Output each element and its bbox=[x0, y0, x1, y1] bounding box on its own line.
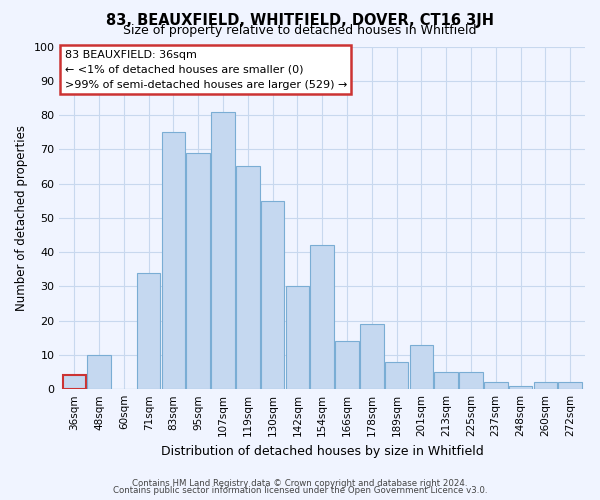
Bar bbox=[62, 376, 86, 389]
Bar bbox=[310, 246, 334, 389]
Bar bbox=[286, 286, 309, 389]
Bar bbox=[385, 362, 409, 389]
Bar bbox=[533, 382, 557, 389]
Text: Contains public sector information licensed under the Open Government Licence v3: Contains public sector information licen… bbox=[113, 486, 487, 495]
Bar bbox=[459, 372, 483, 389]
Bar bbox=[559, 382, 582, 389]
Text: 83, BEAUXFIELD, WHITFIELD, DOVER, CT16 3JH: 83, BEAUXFIELD, WHITFIELD, DOVER, CT16 3… bbox=[106, 12, 494, 28]
Bar bbox=[484, 382, 508, 389]
Bar bbox=[360, 324, 383, 389]
Bar bbox=[434, 372, 458, 389]
Bar bbox=[88, 355, 111, 389]
Y-axis label: Number of detached properties: Number of detached properties bbox=[15, 125, 28, 311]
Bar bbox=[509, 386, 532, 389]
Text: Contains HM Land Registry data © Crown copyright and database right 2024.: Contains HM Land Registry data © Crown c… bbox=[132, 478, 468, 488]
Bar bbox=[137, 272, 160, 389]
Text: 83 BEAUXFIELD: 36sqm
← <1% of detached houses are smaller (0)
>99% of semi-detac: 83 BEAUXFIELD: 36sqm ← <1% of detached h… bbox=[65, 50, 347, 90]
Bar bbox=[236, 166, 260, 389]
Bar bbox=[261, 200, 284, 389]
Bar bbox=[187, 152, 210, 389]
Bar bbox=[410, 344, 433, 389]
Bar bbox=[211, 112, 235, 389]
X-axis label: Distribution of detached houses by size in Whitfield: Distribution of detached houses by size … bbox=[161, 444, 484, 458]
Bar bbox=[335, 341, 359, 389]
Text: Size of property relative to detached houses in Whitfield: Size of property relative to detached ho… bbox=[123, 24, 477, 37]
Bar bbox=[161, 132, 185, 389]
